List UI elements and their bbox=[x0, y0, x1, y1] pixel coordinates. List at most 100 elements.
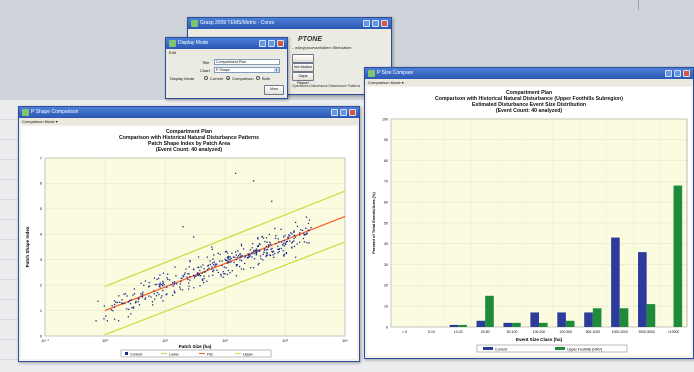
scatter-point bbox=[263, 251, 265, 254]
scatter-point bbox=[308, 242, 310, 244]
title-field[interactable]: Compartment Plan bbox=[214, 59, 280, 65]
radio-both[interactable] bbox=[256, 76, 260, 80]
comparison-mode-menu[interactable]: Comparison Mode ▾ bbox=[368, 80, 404, 85]
chart-select[interactable]: P Shape ▾ bbox=[214, 67, 280, 73]
scatter-point bbox=[288, 234, 290, 236]
y-tick-label: 0 bbox=[40, 334, 42, 338]
scatter-point bbox=[206, 268, 209, 271]
scatter-point bbox=[257, 238, 259, 240]
minimize-icon[interactable] bbox=[363, 20, 370, 27]
scatter-point bbox=[206, 280, 208, 282]
scatter-point bbox=[253, 251, 255, 253]
maximize-icon[interactable] bbox=[268, 40, 275, 47]
scatter-point bbox=[281, 241, 283, 243]
scatter-point bbox=[241, 255, 243, 257]
close-icon[interactable] bbox=[381, 20, 388, 27]
scatter-point bbox=[153, 290, 155, 292]
minimize-icon[interactable] bbox=[665, 70, 672, 77]
scatter-point bbox=[162, 289, 164, 292]
back-button-1[interactable] bbox=[292, 54, 314, 63]
close-icon[interactable] bbox=[349, 109, 356, 116]
scatter-point bbox=[208, 267, 210, 269]
spreadsheet-row-lines bbox=[0, 100, 20, 372]
maximize-icon[interactable] bbox=[372, 20, 379, 27]
scatter-subtitle-2: Patch Shape Index by Patch Area bbox=[148, 141, 230, 147]
close-icon[interactable] bbox=[683, 70, 690, 77]
scatter-point bbox=[166, 277, 168, 279]
scatter-chart-title: Compartment Plan bbox=[165, 129, 213, 135]
upper-bound-line bbox=[104, 190, 346, 287]
scatter-point bbox=[217, 252, 219, 255]
scatter-point bbox=[226, 273, 229, 276]
scatter-point bbox=[283, 240, 286, 242]
scatter-point bbox=[256, 251, 258, 253]
scatter-point bbox=[235, 265, 238, 267]
x-tick-label: 10⁻¹ bbox=[41, 339, 49, 343]
radio-current[interactable] bbox=[204, 76, 208, 80]
scatter-point bbox=[296, 243, 298, 245]
scatter-point bbox=[220, 275, 222, 277]
dialog-titlebar[interactable]: Display Mode bbox=[166, 38, 287, 49]
scatter-point bbox=[232, 256, 235, 258]
scatter-point bbox=[175, 275, 177, 277]
scatter-point bbox=[280, 228, 282, 231]
minimize-icon[interactable] bbox=[259, 40, 266, 47]
scatter-point bbox=[148, 281, 150, 284]
comparison-mode-menu[interactable]: Comparison Mode ▾ bbox=[22, 119, 58, 124]
x-tick-label: 10⁰ bbox=[102, 339, 108, 343]
scatter-point bbox=[151, 301, 154, 303]
scatter-point bbox=[180, 277, 182, 279]
scatter-point bbox=[143, 284, 145, 286]
scatter-point bbox=[209, 260, 211, 262]
minimize-icon[interactable] bbox=[331, 109, 338, 116]
ind-motion-button[interactable]: Ind Motion bbox=[292, 63, 314, 72]
scatter-point bbox=[158, 293, 160, 295]
scatter-point bbox=[251, 247, 253, 249]
scatter-point bbox=[231, 270, 234, 272]
scatter-point bbox=[293, 231, 295, 233]
scatter-window[interactable]: P Shape Comparison Comparison Mode ▾ Com… bbox=[18, 106, 360, 362]
scatter-point bbox=[256, 249, 258, 251]
scatter-point bbox=[187, 282, 190, 284]
scatter-point bbox=[161, 285, 164, 287]
scatter-point bbox=[233, 261, 235, 264]
scatter-point bbox=[156, 278, 158, 281]
scatter-point bbox=[193, 275, 196, 277]
scatter-point bbox=[203, 281, 205, 284]
radio-comparison[interactable] bbox=[226, 76, 230, 80]
menu-edit[interactable]: Edit bbox=[169, 50, 176, 55]
scatter-point bbox=[123, 302, 126, 305]
scatter-point bbox=[214, 263, 216, 265]
scatter-point bbox=[153, 277, 156, 279]
bar-subtitle-1: Comparison with Historical Natural Distu… bbox=[435, 96, 623, 102]
scatter-point bbox=[269, 241, 271, 244]
scatter-point bbox=[229, 271, 231, 274]
maximize-icon[interactable] bbox=[674, 70, 681, 77]
bar-window[interactable]: P Size Compare Comparison Mode ▾ Compart… bbox=[364, 67, 694, 359]
bar-titlebar[interactable]: P Size Compare bbox=[365, 68, 693, 79]
scatter-point bbox=[173, 281, 176, 283]
scatter-titlebar[interactable]: P Shape Comparison bbox=[19, 107, 359, 118]
scatter-point bbox=[247, 257, 249, 259]
x-tick-label: 10¹ bbox=[162, 339, 168, 343]
scatter-point bbox=[144, 298, 146, 300]
x-tick-label: 1000-2000 bbox=[612, 330, 628, 334]
maximize-icon[interactable] bbox=[340, 109, 347, 116]
scatter-point bbox=[239, 253, 242, 255]
scatter-point bbox=[221, 264, 223, 267]
scatter-point bbox=[215, 264, 217, 266]
scatter-point bbox=[299, 232, 301, 234]
x-tick-label: 10⁴ bbox=[342, 339, 348, 343]
chevron-down-icon[interactable]: ▾ bbox=[274, 68, 279, 72]
view-button[interactable]: View bbox=[264, 85, 284, 95]
y-tick-label: 4 bbox=[40, 233, 42, 237]
scatter-point bbox=[291, 246, 293, 248]
back-window-titlebar[interactable]: Grasp 2009 TEMS/Metric - Cores bbox=[188, 18, 391, 29]
dialog-icon bbox=[169, 40, 176, 47]
close-icon[interactable] bbox=[277, 40, 284, 47]
gaps-report-button[interactable]: Gaps Report bbox=[292, 72, 314, 85]
y-tick-label: 50 bbox=[384, 221, 388, 225]
display-mode-dialog[interactable]: Display Mode Edit Title Compartment Plan… bbox=[165, 37, 288, 99]
scatter-point bbox=[211, 266, 213, 268]
scatter-point bbox=[259, 255, 262, 257]
